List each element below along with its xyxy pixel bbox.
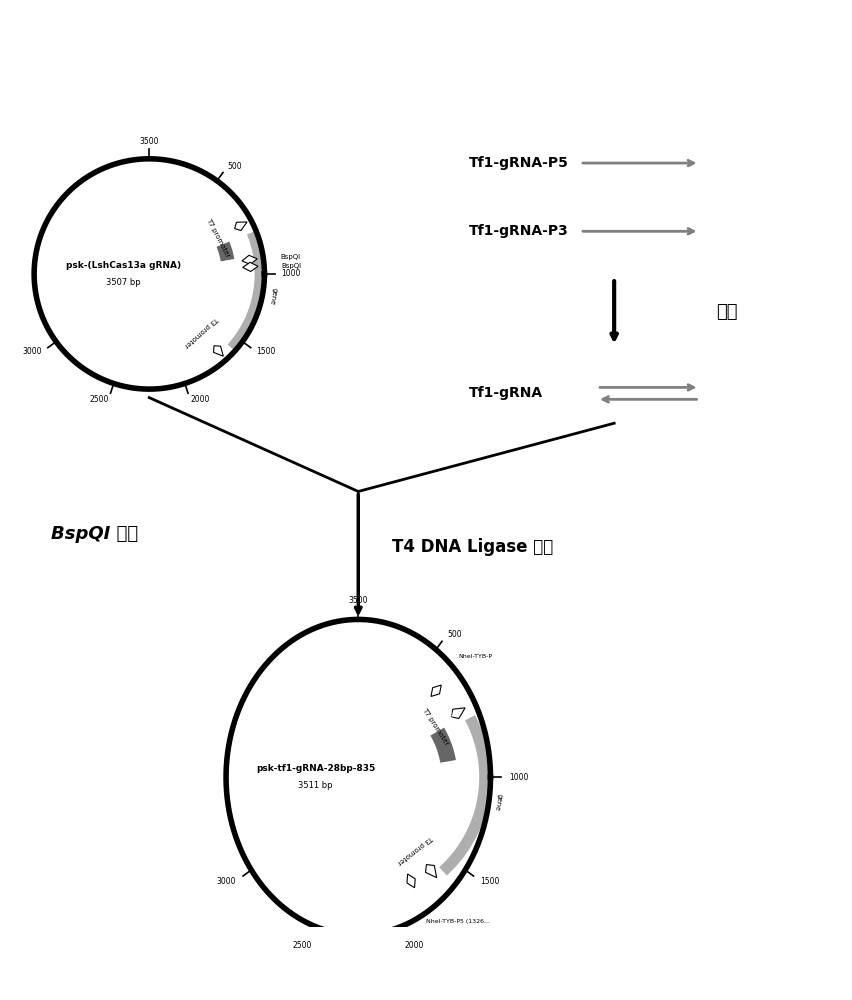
Text: T4 DNA Ligase 连接: T4 DNA Ligase 连接 [392,538,553,556]
Text: Tf1-gRNA-P3: Tf1-gRNA-P3 [469,224,568,238]
Text: 3507 bp: 3507 bp [106,278,141,287]
Text: gene: gene [493,793,503,811]
Text: Tf1-gRNA-P5: Tf1-gRNA-P5 [469,156,568,170]
Text: 2000: 2000 [190,395,210,404]
Text: gene: gene [268,287,277,305]
Text: 2500: 2500 [89,395,108,404]
Text: 1500: 1500 [256,347,275,356]
Polygon shape [213,346,223,356]
Text: NheI-TYB-P5 (1326...: NheI-TYB-P5 (1326... [425,919,489,924]
Text: 3000: 3000 [216,877,236,886]
Polygon shape [434,726,446,748]
Polygon shape [439,715,490,875]
Text: NheI-TYB-P: NheI-TYB-P [458,654,492,659]
Text: psk-tf1-gRNA-28bp-835: psk-tf1-gRNA-28bp-835 [256,764,375,773]
Polygon shape [221,239,228,260]
Polygon shape [242,255,257,264]
Text: BspQI 酶切: BspQI 酶切 [51,525,138,543]
Polygon shape [425,865,436,878]
Polygon shape [406,874,415,888]
Polygon shape [250,231,256,245]
Text: T3 promoter: T3 promoter [183,315,219,348]
Polygon shape [469,716,476,732]
Text: 3500: 3500 [140,137,158,146]
Text: BspQI: BspQI [281,263,301,269]
Text: 1000: 1000 [509,773,528,782]
Text: 退火: 退火 [716,303,737,321]
Polygon shape [430,728,455,763]
Text: 500: 500 [227,162,241,171]
Text: T7 promoter: T7 promoter [421,707,450,747]
Text: 2500: 2500 [292,941,311,950]
Text: T7 promoter: T7 promoter [204,217,230,258]
Text: 3000: 3000 [23,347,43,356]
Text: 2000: 2000 [405,941,423,950]
Polygon shape [451,708,464,719]
Text: 1500: 1500 [480,877,499,886]
Text: 28bp-gRNA-tf1-835: 28bp-gRNA-tf1-835 [445,709,467,760]
Polygon shape [430,685,440,696]
Text: 3500: 3500 [348,596,367,605]
Polygon shape [243,262,257,271]
Text: Tf1-gRNA: Tf1-gRNA [469,386,543,400]
Polygon shape [234,222,247,231]
Text: 3511 bp: 3511 bp [298,781,332,790]
Text: 1000: 1000 [281,269,301,278]
Text: T3 promoter: T3 promoter [396,834,434,866]
Polygon shape [216,242,234,261]
Polygon shape [227,231,264,351]
Text: 28bp: 28bp [234,239,245,257]
Text: 500: 500 [446,630,461,639]
Text: psk-(LshCas13a gRNA): psk-(LshCas13a gRNA) [66,261,181,270]
Text: BspQI: BspQI [279,254,300,260]
